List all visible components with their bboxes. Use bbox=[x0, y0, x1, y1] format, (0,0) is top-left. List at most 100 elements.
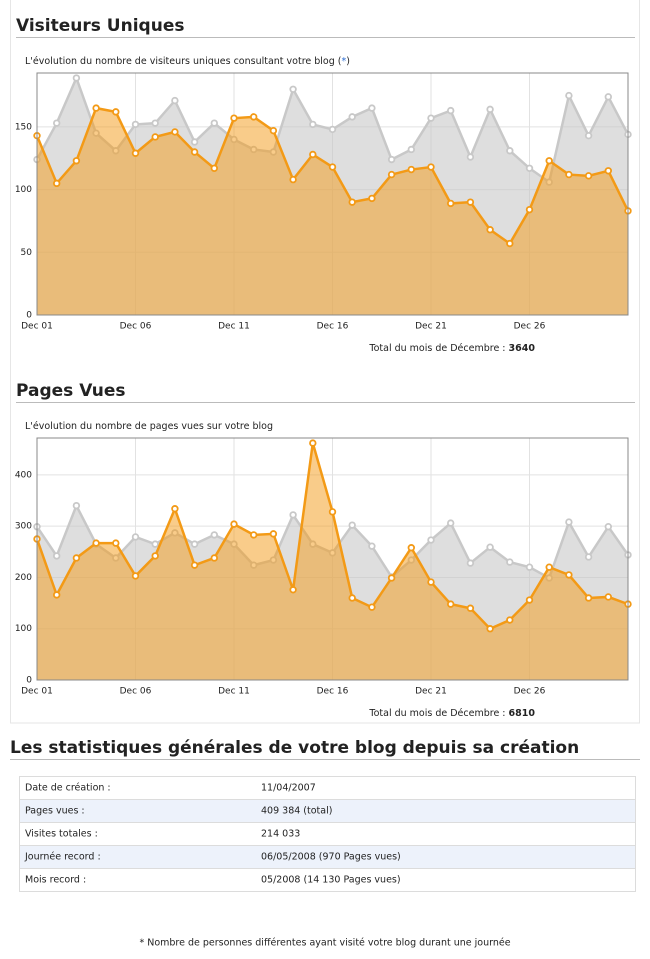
row-label: Pages vues : bbox=[25, 806, 85, 817]
point bbox=[112, 539, 120, 547]
point bbox=[269, 530, 278, 538]
chart-subtitle: L'évolution du nombre de visiteurs uniqu… bbox=[25, 56, 350, 67]
point bbox=[230, 114, 238, 122]
point bbox=[387, 574, 396, 582]
point bbox=[53, 552, 61, 560]
x-tick-label: Dec 21 bbox=[415, 687, 447, 697]
subtitle-part: * bbox=[342, 56, 347, 67]
total-value: 6810 bbox=[509, 708, 536, 719]
point bbox=[506, 558, 514, 566]
point bbox=[427, 536, 435, 544]
point bbox=[584, 594, 593, 602]
point bbox=[525, 164, 534, 172]
point bbox=[210, 531, 218, 539]
row-value: 409 384 (total) bbox=[261, 806, 332, 817]
section-title: Pages Vues bbox=[16, 381, 126, 401]
point bbox=[53, 591, 61, 599]
point bbox=[565, 571, 573, 579]
point bbox=[348, 594, 356, 602]
table-row bbox=[19, 822, 636, 846]
month-total: Total du mois de Décembre : 6810 bbox=[368, 708, 535, 719]
point bbox=[407, 165, 415, 174]
point bbox=[584, 131, 593, 140]
row-label: Visites totales : bbox=[25, 829, 98, 840]
point bbox=[210, 119, 218, 127]
point bbox=[112, 108, 120, 116]
point bbox=[53, 119, 61, 127]
point bbox=[604, 522, 612, 531]
point bbox=[309, 120, 317, 129]
month-total: Total du mois de Décembre : 3640 bbox=[368, 343, 535, 354]
point bbox=[151, 133, 159, 141]
point bbox=[53, 179, 61, 188]
point bbox=[171, 96, 179, 105]
point bbox=[190, 138, 199, 146]
point bbox=[545, 157, 553, 165]
point bbox=[506, 147, 514, 155]
point bbox=[328, 508, 337, 516]
x-tick-label: Dec 06 bbox=[120, 687, 152, 697]
subtitle-part: ) bbox=[346, 56, 350, 67]
point bbox=[604, 593, 612, 601]
footnote: * Nombre de personnes différentes ayant … bbox=[139, 938, 510, 949]
point bbox=[565, 170, 573, 179]
point bbox=[348, 521, 356, 529]
point bbox=[131, 120, 140, 129]
point bbox=[269, 126, 278, 135]
point bbox=[348, 113, 356, 121]
point bbox=[447, 519, 455, 527]
y-tick-label: 150 bbox=[15, 122, 32, 132]
point bbox=[249, 531, 258, 539]
row-value: 214 033 bbox=[261, 829, 300, 840]
point bbox=[131, 533, 140, 541]
point bbox=[368, 104, 376, 112]
section-title: Visiteurs Uniques bbox=[16, 16, 184, 36]
point bbox=[506, 616, 514, 624]
point bbox=[230, 520, 238, 528]
point bbox=[565, 91, 573, 100]
plot-frame bbox=[36, 437, 629, 681]
y-tick-label: 100 bbox=[15, 624, 32, 634]
point bbox=[72, 157, 81, 165]
y-tick-label: 200 bbox=[15, 573, 32, 583]
point bbox=[210, 164, 218, 172]
point bbox=[368, 542, 376, 550]
point bbox=[289, 511, 297, 519]
point bbox=[171, 505, 179, 513]
panel bbox=[10, 0, 640, 724]
point bbox=[289, 85, 297, 94]
point bbox=[525, 596, 534, 604]
point bbox=[72, 501, 81, 510]
chart-subtitle: L'évolution du nombre de pages vues sur … bbox=[25, 421, 273, 432]
point bbox=[486, 226, 494, 234]
point bbox=[447, 106, 455, 115]
total-label: Total du mois de Décembre : bbox=[368, 343, 508, 354]
point bbox=[584, 553, 593, 561]
point bbox=[289, 175, 297, 184]
point bbox=[190, 561, 199, 569]
point bbox=[131, 572, 140, 580]
point bbox=[407, 145, 415, 154]
point bbox=[151, 540, 159, 548]
x-tick-label: Dec 16 bbox=[317, 687, 349, 697]
point bbox=[131, 149, 140, 157]
point bbox=[210, 554, 218, 562]
x-tick-label: Dec 16 bbox=[317, 322, 349, 332]
point bbox=[486, 625, 494, 633]
point bbox=[289, 586, 297, 594]
y-tick-label: 0 bbox=[26, 311, 32, 321]
row-label: Journée record : bbox=[24, 852, 101, 863]
point bbox=[545, 563, 553, 571]
point bbox=[171, 128, 179, 136]
section-title: Les statistiques générales de votre blog… bbox=[10, 738, 579, 758]
x-tick-label: Dec 11 bbox=[218, 687, 250, 697]
y-tick-label: 0 bbox=[26, 676, 32, 686]
total-value: 3640 bbox=[509, 343, 536, 354]
point bbox=[368, 603, 376, 611]
plot-frame bbox=[36, 72, 629, 316]
row-value: 05/2008 (14 130 Pages vues) bbox=[261, 875, 401, 886]
point bbox=[92, 539, 100, 547]
area bbox=[37, 108, 628, 315]
point bbox=[486, 105, 494, 114]
